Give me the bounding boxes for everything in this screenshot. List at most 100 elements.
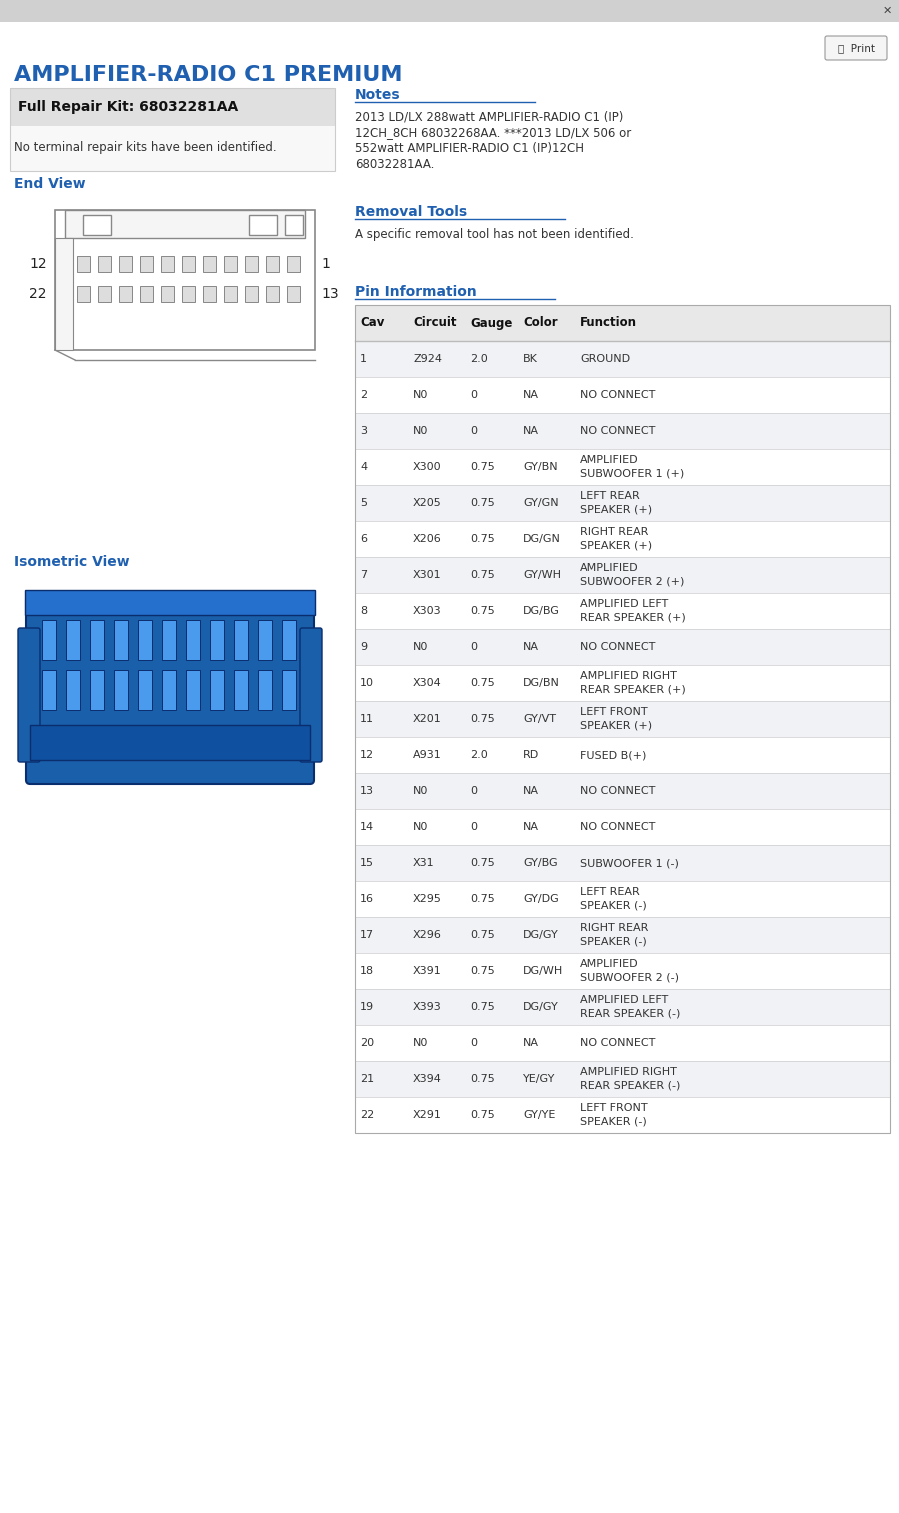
Bar — [30, 725, 310, 760]
Bar — [98, 256, 111, 272]
Bar — [90, 670, 104, 710]
Bar — [182, 286, 195, 303]
Text: LEFT REAR: LEFT REAR — [580, 490, 640, 501]
Text: 68032281AA.: 68032281AA. — [355, 157, 434, 171]
Text: BK: BK — [523, 354, 538, 365]
Text: X295: X295 — [413, 894, 442, 903]
Text: 12: 12 — [360, 750, 374, 760]
Bar — [355, 990, 890, 1024]
Text: SPEAKER (+): SPEAKER (+) — [580, 504, 652, 514]
Text: 11: 11 — [360, 714, 374, 725]
Text: RIGHT REAR: RIGHT REAR — [580, 527, 648, 537]
Text: 2: 2 — [360, 390, 367, 399]
Text: N0: N0 — [413, 390, 429, 399]
Bar — [245, 256, 258, 272]
Text: 6: 6 — [360, 534, 367, 545]
Text: 0: 0 — [470, 390, 477, 399]
Bar — [234, 670, 248, 710]
FancyBboxPatch shape — [26, 596, 314, 784]
Text: NO CONNECT: NO CONNECT — [580, 822, 655, 832]
Text: NO CONNECT: NO CONNECT — [580, 427, 655, 436]
Bar — [77, 256, 90, 272]
Text: NO CONNECT: NO CONNECT — [580, 642, 655, 652]
Text: DG/GN: DG/GN — [523, 534, 561, 545]
Text: Removal Tools: Removal Tools — [355, 204, 467, 219]
Text: N0: N0 — [413, 642, 429, 652]
Bar — [355, 340, 890, 377]
Text: 12CH_8CH 68032268AA. ***2013 LD/LX 506 or: 12CH_8CH 68032268AA. ***2013 LD/LX 506 o… — [355, 126, 631, 139]
Text: Pin Information: Pin Information — [355, 284, 476, 300]
Bar — [249, 215, 277, 235]
Text: 18: 18 — [360, 965, 374, 976]
Text: AMPLIFIED: AMPLIFIED — [580, 959, 638, 968]
Text: AMPLIFIED RIGHT: AMPLIFIED RIGHT — [580, 670, 677, 681]
Bar — [355, 809, 890, 844]
Bar — [77, 286, 90, 303]
Bar — [224, 256, 237, 272]
Bar — [140, 286, 153, 303]
Text: End View: End View — [14, 177, 85, 191]
Text: X201: X201 — [413, 714, 441, 725]
Text: 552watt AMPLIFIER-RADIO C1 (IP)12CH: 552watt AMPLIFIER-RADIO C1 (IP)12CH — [355, 142, 584, 154]
Text: 3: 3 — [360, 427, 367, 436]
Text: GY/YE: GY/YE — [523, 1111, 556, 1120]
Bar — [266, 286, 279, 303]
Bar — [355, 881, 890, 917]
Bar — [355, 773, 890, 809]
Bar — [186, 620, 200, 660]
Bar — [138, 620, 152, 660]
Text: FUSED B(+): FUSED B(+) — [580, 750, 646, 760]
Text: LEFT FRONT: LEFT FRONT — [580, 707, 647, 717]
Text: Z924: Z924 — [413, 354, 442, 365]
Text: 0: 0 — [470, 822, 477, 832]
Text: NA: NA — [523, 785, 539, 796]
Text: Circuit: Circuit — [413, 316, 457, 330]
Bar — [287, 256, 300, 272]
Bar — [25, 590, 315, 614]
Text: 🖨  Print: 🖨 Print — [838, 42, 875, 53]
Bar — [355, 701, 890, 737]
Text: 0.75: 0.75 — [470, 678, 494, 688]
Text: AMPLIFIED LEFT: AMPLIFIED LEFT — [580, 996, 668, 1005]
Text: X301: X301 — [413, 570, 441, 579]
Text: 0.75: 0.75 — [470, 930, 494, 940]
Text: N0: N0 — [413, 785, 429, 796]
Text: 0: 0 — [470, 1038, 477, 1049]
Text: Cav: Cav — [360, 316, 385, 330]
Text: SPEAKER (+): SPEAKER (+) — [580, 540, 652, 551]
Text: SUBWOOFER 1 (-): SUBWOOFER 1 (-) — [580, 858, 679, 868]
Text: 0.75: 0.75 — [470, 1074, 494, 1083]
Bar — [355, 486, 890, 520]
Bar — [162, 620, 176, 660]
Text: Gauge: Gauge — [470, 316, 512, 330]
Text: 14: 14 — [360, 822, 374, 832]
Text: DG/BG: DG/BG — [523, 607, 560, 616]
Bar — [355, 629, 890, 666]
Text: X296: X296 — [413, 930, 442, 940]
Text: 8: 8 — [360, 607, 367, 616]
Text: GY/GN: GY/GN — [523, 498, 558, 508]
Text: N0: N0 — [413, 427, 429, 436]
Text: 1: 1 — [360, 354, 367, 365]
Text: SUBWOOFER 2 (-): SUBWOOFER 2 (-) — [580, 973, 679, 982]
Text: DG/GY: DG/GY — [523, 1002, 559, 1012]
Text: REAR SPEAKER (-): REAR SPEAKER (-) — [580, 1009, 681, 1018]
Text: X300: X300 — [413, 461, 441, 472]
Text: AMPLIFIED LEFT: AMPLIFIED LEFT — [580, 599, 668, 608]
Text: ✕: ✕ — [882, 6, 892, 17]
Text: Full Repair Kit: 68032281AA: Full Repair Kit: 68032281AA — [18, 100, 238, 113]
Text: 0.75: 0.75 — [470, 1111, 494, 1120]
Bar — [234, 620, 248, 660]
Bar — [55, 210, 315, 350]
Text: NA: NA — [523, 642, 539, 652]
Text: 17: 17 — [360, 930, 374, 940]
Text: GY/BN: GY/BN — [523, 461, 557, 472]
Text: 5: 5 — [360, 498, 367, 508]
Text: Function: Function — [580, 316, 637, 330]
Text: Color: Color — [523, 316, 557, 330]
Text: NA: NA — [523, 1038, 539, 1049]
Text: 0.75: 0.75 — [470, 1002, 494, 1012]
Bar — [83, 215, 111, 235]
Bar — [355, 377, 890, 413]
Text: 12: 12 — [30, 257, 47, 271]
